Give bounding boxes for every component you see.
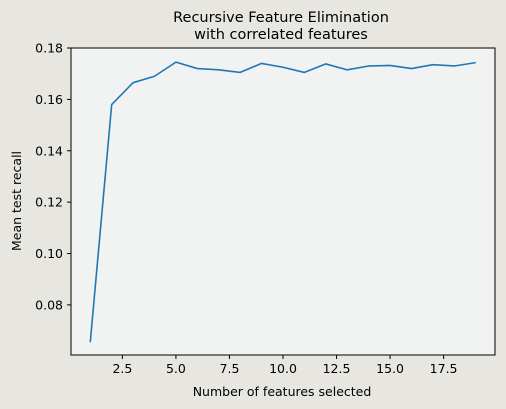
plot-area xyxy=(70,47,496,356)
y-tick-label: 0.08 xyxy=(35,297,63,312)
ticks: 2.5 5.0 7.5 10.0 12.5 15.0 17.5 0.08 0.10 0.12 0.1… xyxy=(35,41,457,377)
x-tick-label: 10.0 xyxy=(269,361,297,376)
y-tick-label: 0.12 xyxy=(35,195,63,210)
x-tick-label: 5.0 xyxy=(166,361,186,376)
series xyxy=(89,61,476,343)
x-tick-label: 15.0 xyxy=(376,361,404,376)
x-tick-label: 12.5 xyxy=(323,361,351,376)
series-line xyxy=(89,61,476,343)
y-tick-label: 0.10 xyxy=(35,246,63,261)
x-axis-label: Number of features selected xyxy=(193,384,372,399)
y-tick-label: 0.18 xyxy=(35,41,63,56)
y-tick-label: 0.16 xyxy=(35,92,63,107)
y-tick-label: 0.14 xyxy=(35,143,63,158)
y-axis-label: Mean test recall xyxy=(9,151,24,251)
x-tick-label: 2.5 xyxy=(112,361,132,376)
x-tick-label: 17.5 xyxy=(430,361,458,376)
chart-title-line-2: with correlated features xyxy=(194,27,368,43)
x-tick-label: 7.5 xyxy=(220,361,240,376)
chart-title-line-1: Recursive Feature Elimination xyxy=(173,10,389,26)
